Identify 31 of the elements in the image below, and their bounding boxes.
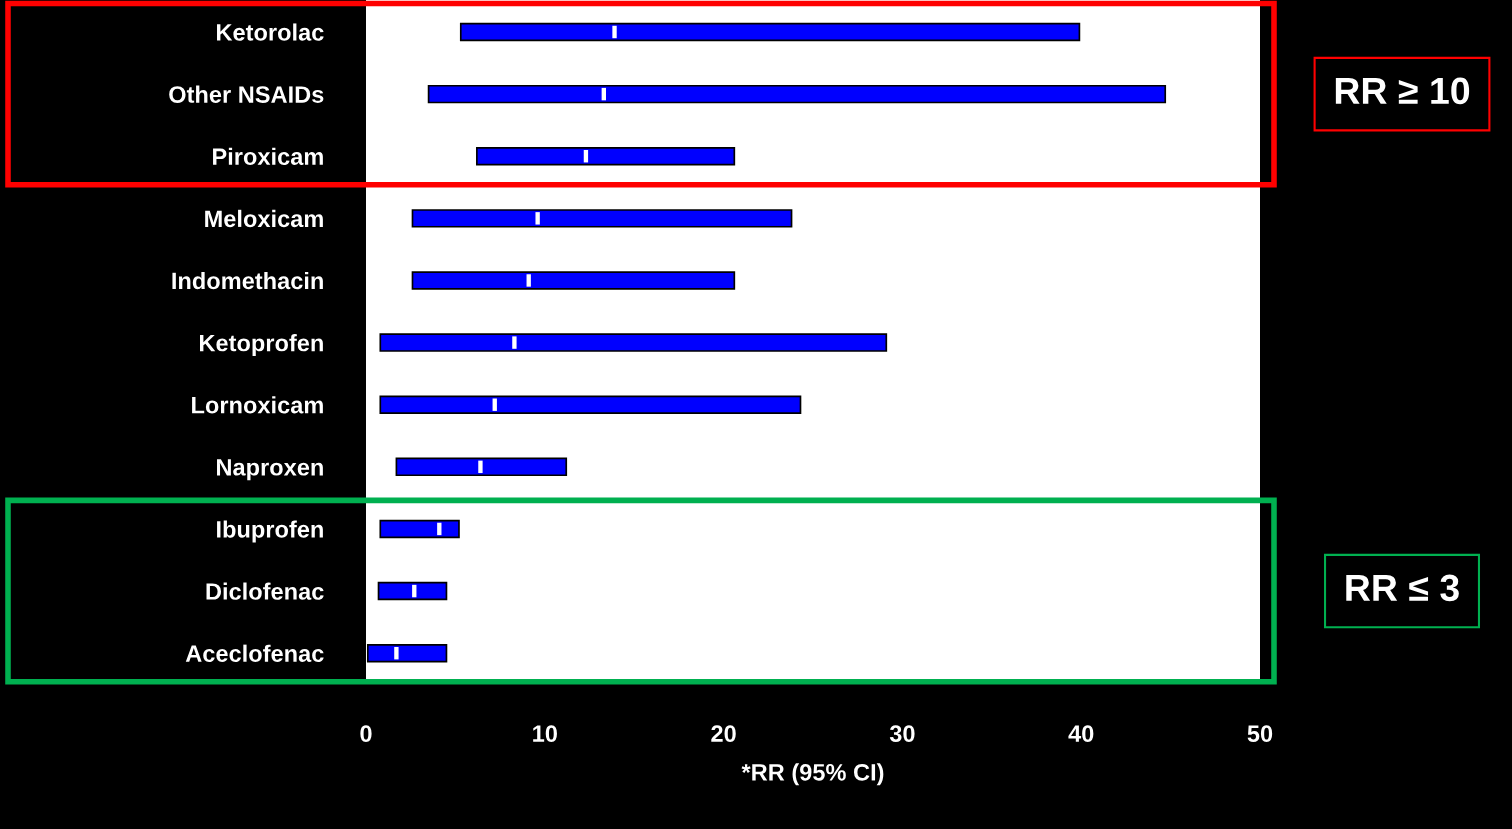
x-axis-title: *RR (95% CI)	[741, 763, 884, 786]
y-tick-label: Indomethacin	[172, 271, 323, 290]
x-tick-label: 50	[1247, 725, 1273, 743]
y-tick-label: Piroxicam	[213, 147, 323, 166]
x-tick-label: 0	[360, 725, 372, 743]
text: RR ≥ 10	[1335, 77, 1470, 105]
y-tick-label: Ibuprofen	[217, 520, 323, 543]
bar	[411, 271, 736, 290]
y-tick-label: Meloxicam	[205, 209, 323, 228]
bar	[476, 147, 736, 166]
bar	[427, 84, 1167, 104]
bar	[379, 333, 888, 352]
y-tick-label: Naproxen	[217, 459, 323, 481]
y-tick-label: Diclofenac	[206, 582, 324, 600]
x-tick-label: 10	[533, 725, 557, 743]
y-tick-label: Other NSAIDs	[169, 85, 324, 103]
bar	[379, 519, 460, 539]
bar	[411, 209, 793, 228]
text: RR ≤ 3	[1346, 574, 1459, 602]
bar	[395, 457, 568, 477]
y-tick-label: Ketorolac	[217, 23, 324, 41]
y-tick-label: Ketoprofen	[200, 334, 323, 357]
y-tick-label: Aceclofenac	[185, 644, 324, 662]
bar	[377, 581, 448, 601]
bar	[366, 643, 448, 663]
x-tick-label: 40	[1068, 725, 1094, 743]
bar	[379, 395, 802, 414]
bar	[459, 22, 1081, 42]
y-tick-label: Lornoxicam	[192, 396, 323, 414]
x-tick-label: 20	[711, 725, 736, 743]
x-tick-label: 30	[889, 725, 915, 743]
